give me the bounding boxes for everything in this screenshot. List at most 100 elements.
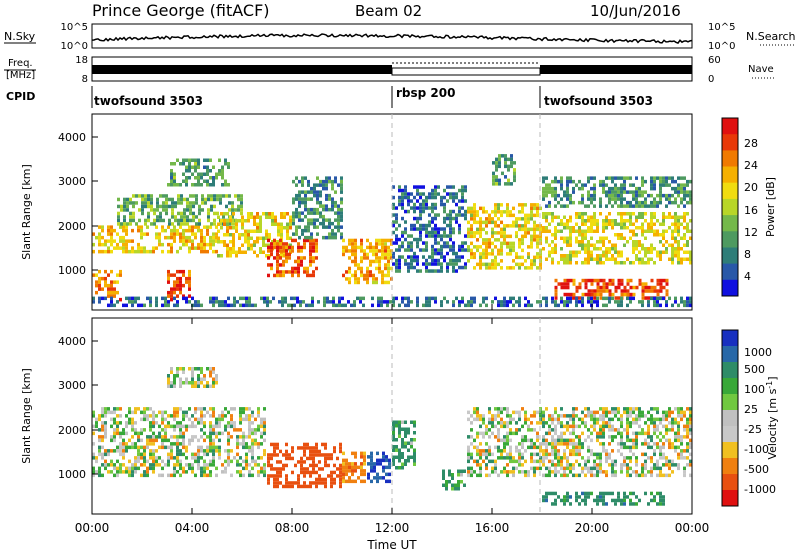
scatter-cell-7 [485, 424, 488, 429]
scatter-cell-7 [539, 459, 542, 464]
scatter-cell-2 [170, 246, 173, 250]
scatter-cell-7 [683, 456, 686, 460]
scatter-cell-7 [467, 459, 470, 464]
scatter-cell-7 [500, 438, 503, 443]
scatter-cell-7 [602, 424, 605, 429]
scatter-cell-10 [512, 245, 515, 249]
scatter-cell-12 [683, 226, 686, 230]
scatter-cell-15 [581, 303, 584, 308]
scatter-cell-7 [500, 407, 503, 411]
scatter-cell-12 [647, 250, 650, 254]
scatter-cell-12 [584, 233, 587, 237]
scatter-cell-3 [168, 218, 171, 223]
scatter-cell-0 [110, 438, 113, 443]
scatter-cell-12 [575, 212, 578, 216]
scatter-cell-8 [384, 249, 387, 253]
scatter-cell-10 [536, 224, 539, 228]
scatter-cell-0 [239, 421, 242, 425]
scatter-cell-12 [584, 219, 587, 223]
scatter-cell-14 [587, 204, 590, 208]
scatter-cell-0 [149, 414, 152, 418]
scatter-cell-5 [401, 455, 404, 459]
scatter-cell-0 [224, 407, 227, 411]
scatter-cell-4 [212, 165, 215, 169]
scatter-cell-7 [593, 421, 596, 425]
scatter-cell-12 [593, 215, 596, 219]
scatter-cell-12 [560, 229, 563, 233]
scatter-cell-9 [446, 241, 449, 245]
scatter-cell-2 [321, 442, 324, 447]
scatter-cell-5 [220, 219, 223, 223]
scatter-cell-10 [518, 255, 521, 260]
scatter-cell-2 [282, 453, 285, 457]
scatter-cell-3 [192, 215, 195, 219]
scatter-cell-7 [563, 431, 566, 436]
scatter-cell-0 [164, 435, 167, 439]
scatter-cell-8 [354, 273, 357, 278]
scatter-cell-15 [248, 303, 251, 308]
scatter-cell-12 [581, 229, 584, 233]
scatter-cell-7 [509, 452, 512, 457]
scatter-cell-7 [331, 228, 334, 233]
scatter-cell-0 [119, 435, 122, 439]
scatter-cell-7 [572, 410, 575, 415]
scatter-cell-8 [623, 498, 626, 503]
scatter-cell-7 [307, 183, 310, 187]
scatter-cell-8 [342, 273, 345, 278]
scatter-cell-5 [247, 233, 250, 237]
scatter-cell-14 [674, 200, 677, 205]
scatter-cell-0 [200, 473, 203, 478]
scatter-cell-0 [218, 445, 221, 450]
scatter-cell-2 [179, 225, 182, 229]
scatter-cell-7 [527, 424, 530, 429]
scatter-cell-14 [641, 190, 644, 194]
scatter-cell-5 [407, 448, 410, 452]
scatter-cell-7 [686, 407, 689, 411]
scatter-cell-11 [507, 157, 510, 162]
scatter-cell-13 [596, 285, 600, 290]
scatter-cell-11 [504, 182, 507, 186]
scatter-cell-7 [611, 463, 614, 467]
scatter-cell-11 [513, 171, 516, 176]
scatter-cell-12 [548, 243, 551, 247]
scatter-cell-7 [608, 463, 611, 467]
scatter-cell-9 [416, 244, 419, 249]
scatter-cell-0 [230, 473, 233, 478]
scatter-cell-5 [220, 254, 223, 258]
scatter-cell-0 [209, 438, 212, 443]
scatter-cell-7 [623, 442, 626, 446]
scatter-cell-14 [614, 186, 617, 191]
power-panel: Slant Range [km] 4000 3000 2000 1000 [20, 113, 693, 311]
scatter-cell-2 [140, 232, 143, 236]
scatter-cell-9 [461, 185, 464, 189]
scatter-cell-12 [569, 250, 572, 254]
scatter-cell-12 [563, 236, 566, 240]
scatter-cell-9 [413, 223, 416, 228]
scatter-cell-7 [665, 438, 668, 443]
scatter-cell-0 [116, 428, 119, 432]
scatter-cell-7 [620, 466, 623, 471]
scatter-cell-0 [164, 428, 167, 432]
scatter-cell-9 [458, 227, 461, 231]
scatter-cell-14 [665, 204, 668, 208]
scatter-cell-12 [560, 247, 563, 251]
scatter-cell-5 [286, 212, 289, 216]
scatter-cell-9 [425, 258, 428, 263]
scatter-cell-12 [599, 240, 602, 244]
scatter-cell-13 [665, 289, 669, 293]
scatter-cell-5 [220, 226, 223, 230]
velocity-ytick-3: 2000 [58, 424, 98, 437]
scatter-cell-7 [689, 431, 692, 436]
scatter-cell-2 [173, 232, 176, 236]
scatter-cell-7 [683, 428, 686, 432]
scatter-cell-0 [149, 456, 152, 460]
scatter-cell-3 [135, 201, 138, 205]
scatter-cell-12 [644, 219, 647, 223]
scatter-cell-7 [482, 459, 485, 464]
scatter-cell-15 [161, 296, 164, 301]
scatter-cell-7 [620, 452, 623, 457]
scatter-cell-14 [668, 193, 671, 198]
scatter-cell-10 [476, 220, 479, 225]
scatter-cell-0 [113, 438, 116, 443]
scatter-cell-0 [185, 445, 188, 450]
